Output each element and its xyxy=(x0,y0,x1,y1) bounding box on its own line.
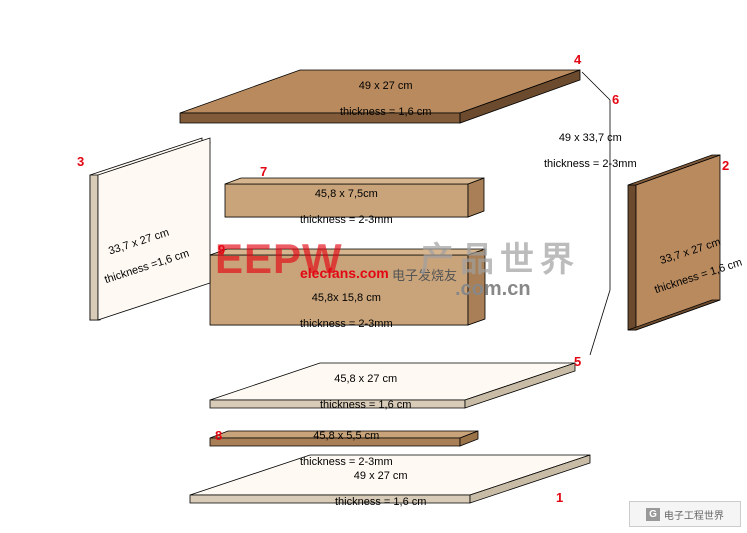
connector-line xyxy=(582,72,610,100)
label-1: 49 x 27 cm thickness = 1,6 cm xyxy=(335,470,426,510)
num-5: 5 xyxy=(574,354,581,369)
label-4: 49 x 27 cm thickness = 1,6 cm xyxy=(340,80,431,120)
num-1: 1 xyxy=(556,490,563,505)
corner-badge-text: 电子工程世界 xyxy=(664,507,724,522)
watermark-cn-right: 产品世界 xyxy=(420,232,580,281)
diagram-stage: 1 2 3 4 5 6 7 8 9 49 x 27 cm thickness =… xyxy=(0,0,747,533)
num-6: 6 xyxy=(612,92,619,107)
watermark-elecfans: elecfans.com xyxy=(300,265,389,281)
num-4: 4 xyxy=(574,52,581,67)
watermark-domain: .com.cn xyxy=(455,278,531,301)
num-8: 8 xyxy=(215,428,222,443)
label-8: 45,8 x 5,5 cm thickness = 2-3mm xyxy=(300,430,393,470)
corner-badge: G 电子工程世界 xyxy=(629,501,741,527)
num-7: 7 xyxy=(260,164,267,179)
corner-badge-icon: G xyxy=(646,508,660,521)
label-6: 49 x 33,7 cm thickness = 2-3mm xyxy=(544,132,637,172)
num-2: 2 xyxy=(722,158,729,173)
label-9: 45,8x 15,8 cm thickness = 2-3mm xyxy=(300,292,393,332)
num-3: 3 xyxy=(77,154,84,169)
label-7: 45,8 x 7,5cm thickness = 2-3mm xyxy=(300,188,393,228)
label-5: 45,8 x 27 cm thickness = 1,6 cm xyxy=(320,373,411,413)
